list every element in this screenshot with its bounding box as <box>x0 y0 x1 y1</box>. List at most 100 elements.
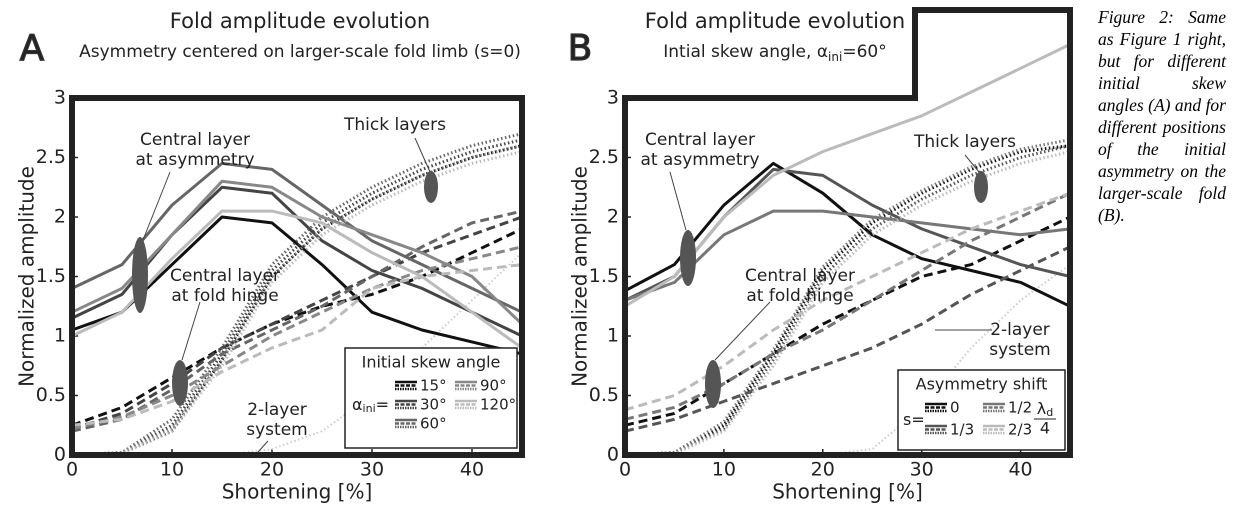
leader <box>714 301 771 361</box>
panel-letter: B <box>568 28 593 69</box>
x-axis-label: Shortening [%] <box>222 480 373 504</box>
dotted-line <box>71 150 523 457</box>
annotation: system <box>989 340 1050 360</box>
y-tick-label: 3 <box>54 87 66 109</box>
y-tick-label: 2 <box>607 206 619 228</box>
annotation: Central layer <box>170 266 280 286</box>
figure: A Fold amplitude evolution Asymmetry cente… <box>15 7 1073 504</box>
dashed-line <box>71 209 523 433</box>
x-tick-label: 20 <box>811 459 835 481</box>
subtitle: Asymmetry centered on larger-scale fold … <box>79 42 521 62</box>
annotation: 2-layer <box>247 400 307 420</box>
solid-line <box>624 43 1071 308</box>
leader <box>181 301 201 361</box>
callout <box>132 237 148 313</box>
frame <box>69 95 525 458</box>
dotted-line <box>624 144 1071 457</box>
legend-prefix: s= <box>903 410 925 429</box>
annotation: system <box>246 420 307 440</box>
legend-symbol: s <box>903 410 911 429</box>
subtitle-text: Intial skew angle, <box>663 42 817 62</box>
legend-label: 0 <box>950 399 960 417</box>
legend-label: 90° <box>480 377 507 395</box>
annotation: Thick layers <box>343 115 446 135</box>
x-tick-label: 0 <box>66 459 78 481</box>
x-tick-label: 30 <box>360 459 384 481</box>
dashed-line <box>624 191 1071 421</box>
annotation: at asymmetry <box>640 150 759 170</box>
leader <box>257 440 269 453</box>
callout <box>974 171 988 203</box>
x-tick-label: 0 <box>619 459 631 481</box>
caption: Figure 2: Same as Figure 1 right, but fo… <box>1098 7 1226 225</box>
annotation: Central layer <box>645 130 755 150</box>
legend-label: 60° <box>420 415 447 433</box>
leader <box>669 171 687 231</box>
leader <box>142 171 171 241</box>
dotted-line <box>624 144 1071 457</box>
x-tick-label: 30 <box>910 459 934 481</box>
dashed-line <box>71 215 523 431</box>
y-tick-label: 2.5 <box>589 146 619 168</box>
annotation: Central layer <box>745 266 855 286</box>
subtitle-sub: ini <box>828 50 842 64</box>
x-tick-label: 20 <box>260 459 284 481</box>
annotation: at fold hinge <box>171 286 278 306</box>
chart-title: Fold amplitude evolution <box>170 9 430 33</box>
leader <box>964 154 980 173</box>
x-tick-label: 40 <box>460 459 484 481</box>
legend-symbol: α <box>352 395 363 414</box>
legend-eq: = <box>911 410 924 429</box>
x-tick-label: 40 <box>1008 459 1032 481</box>
annotation: Central layer <box>140 130 250 150</box>
dashed-line <box>624 191 1071 412</box>
annotation: at fold hinge <box>746 286 853 306</box>
dashed-line <box>624 215 1071 427</box>
legend-label: 2/3 <box>1008 421 1032 439</box>
y-tick-label: 1.5 <box>589 265 619 287</box>
chart-title: Fold amplitude evolution <box>645 9 905 33</box>
dashed-line <box>71 245 523 431</box>
frame <box>622 7 1073 458</box>
legend-prefix: αini= <box>352 395 389 416</box>
legend-title: Asymmetry shift <box>916 375 1048 394</box>
panel-letter: A <box>20 28 45 69</box>
callout <box>680 230 696 286</box>
legend-note-sub: d <box>1046 406 1053 419</box>
dotted-line <box>624 150 1071 457</box>
callout <box>424 171 438 203</box>
y-tick-label: 0 <box>607 444 619 466</box>
legend-label: 30° <box>420 396 447 414</box>
subtitle-text: Asymmetry centered on larger-scale fold … <box>79 42 521 62</box>
legend-sub: ini <box>363 402 376 415</box>
legend-box <box>344 347 518 449</box>
subtitle: Intial skew angle, αini=60° <box>663 42 886 64</box>
y-tick-label: 1.5 <box>36 265 66 287</box>
solid-line <box>624 209 1071 302</box>
callout <box>705 360 721 408</box>
x-tick-label: 10 <box>712 459 736 481</box>
y-axis-label: Normalized amplitude <box>568 166 592 387</box>
y-tick-label: 0.5 <box>36 384 66 406</box>
subtitle-rest: =60° <box>842 42 886 62</box>
y-tick-label: 3 <box>607 87 619 109</box>
legend-eq: = <box>376 395 389 414</box>
dotted-line <box>71 132 523 457</box>
legend-label: 1/3 <box>950 421 974 439</box>
dashed-line <box>71 263 523 427</box>
y-tick-label: 2 <box>54 206 66 228</box>
y-tick-label: 0.5 <box>589 384 619 406</box>
legend-label: 120° <box>480 396 516 414</box>
dashed-line <box>624 245 1071 433</box>
solid-line <box>71 161 523 314</box>
annotation: 2-layer <box>990 320 1050 340</box>
x-axis-label: Shortening [%] <box>772 480 923 504</box>
y-tick-label: 2.5 <box>36 146 66 168</box>
legend-note: λd <box>1037 399 1053 420</box>
y-tick-label: 1 <box>54 325 66 347</box>
leader <box>414 137 431 173</box>
dotted-line <box>71 138 523 457</box>
callout <box>172 360 188 406</box>
legend-label: 1/2 <box>1008 399 1032 417</box>
